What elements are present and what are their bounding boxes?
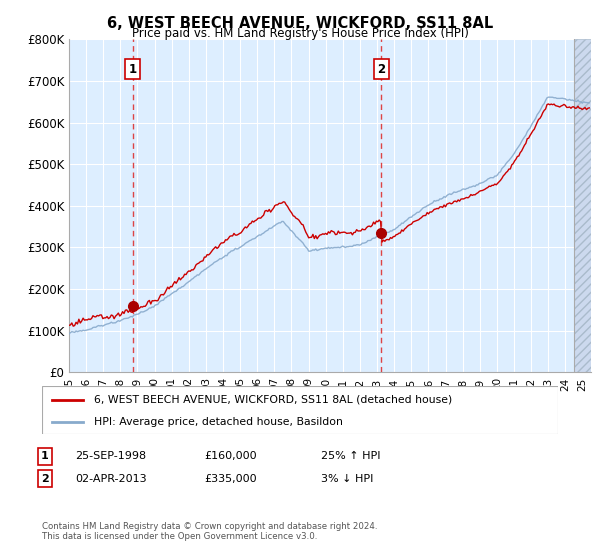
Text: HPI: Average price, detached house, Basildon: HPI: Average price, detached house, Basi…	[94, 417, 343, 427]
Text: 3% ↓ HPI: 3% ↓ HPI	[321, 474, 373, 484]
Text: Contains HM Land Registry data © Crown copyright and database right 2024.
This d: Contains HM Land Registry data © Crown c…	[42, 522, 377, 542]
Text: 2: 2	[377, 63, 385, 76]
Text: 2: 2	[41, 474, 49, 484]
Text: 1: 1	[41, 451, 49, 461]
Text: £160,000: £160,000	[204, 451, 257, 461]
Text: 6, WEST BEECH AVENUE, WICKFORD, SS11 8AL: 6, WEST BEECH AVENUE, WICKFORD, SS11 8AL	[107, 16, 493, 31]
FancyBboxPatch shape	[42, 386, 558, 434]
Text: 1: 1	[129, 63, 137, 76]
Text: 25-SEP-1998: 25-SEP-1998	[75, 451, 146, 461]
Bar	[574, 39, 591, 372]
Text: £335,000: £335,000	[204, 474, 257, 484]
Text: 02-APR-2013: 02-APR-2013	[75, 474, 146, 484]
Text: 6, WEST BEECH AVENUE, WICKFORD, SS11 8AL (detached house): 6, WEST BEECH AVENUE, WICKFORD, SS11 8AL…	[94, 395, 452, 405]
Text: 25% ↑ HPI: 25% ↑ HPI	[321, 451, 380, 461]
Text: Price paid vs. HM Land Registry's House Price Index (HPI): Price paid vs. HM Land Registry's House …	[131, 27, 469, 40]
